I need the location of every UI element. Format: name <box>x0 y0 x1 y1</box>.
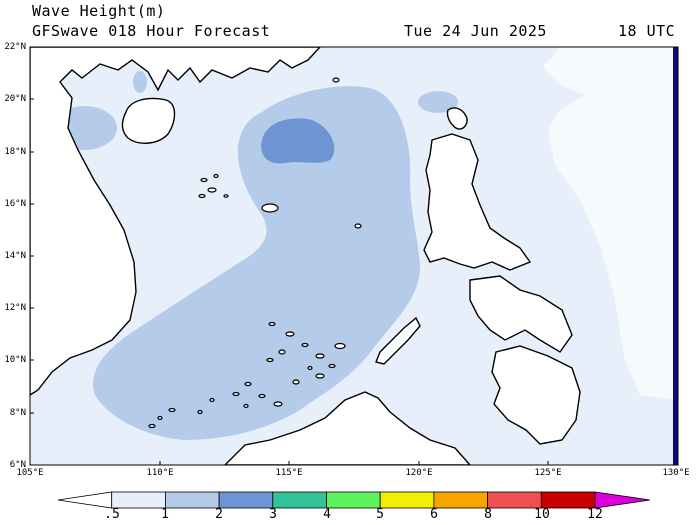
lon-label-120: 120°E <box>405 468 433 478</box>
lon-label-105: 105°E <box>16 468 44 478</box>
axis-ticks <box>29 46 679 466</box>
map-plot-area <box>30 47 678 465</box>
colorbar-swatch <box>379 491 435 509</box>
pacific-low-wave-zone <box>540 47 678 400</box>
lat-label-14: 14°N <box>4 251 26 261</box>
land-luzon <box>423 133 532 271</box>
pacific-high-wave-band <box>500 47 560 72</box>
colorbar-label-5: 5 <box>376 507 384 522</box>
lat-label-22: 22°N <box>4 42 26 52</box>
colorbar-swatch <box>164 491 220 509</box>
colorbar-min-arrow <box>57 491 113 509</box>
lat-label-10: 10°N <box>4 355 26 365</box>
colorbar-swatch <box>326 491 381 509</box>
colorbar-label-1: 1 <box>161 507 169 522</box>
colorbar-label-3: 3 <box>269 507 277 522</box>
spratly-reefs <box>148 321 346 429</box>
colorbar-label-8: 8 <box>484 507 492 522</box>
land-borneo <box>224 391 471 465</box>
land-hainan <box>121 97 176 144</box>
subtitle-line: GFSwave 018 Hour Forecast <box>32 22 271 40</box>
colorbar-label-6: 6 <box>430 507 438 522</box>
land-taiwan <box>446 107 468 130</box>
lat-label-16: 16°N <box>4 199 26 209</box>
land-mainland-asia <box>30 47 321 396</box>
wave-1-2m-region <box>93 86 420 441</box>
lat-label-6: 6°N <box>9 460 26 470</box>
wave-patch-luzon-strait <box>418 91 458 113</box>
lon-label-130: 130°E <box>662 468 690 478</box>
title-line: Wave Height(m) <box>32 2 166 20</box>
colorbar-swatch <box>272 491 327 509</box>
colorbar-swatch <box>487 491 542 509</box>
colorbar-label-0.5: .5 <box>104 507 120 522</box>
lon-label-115: 115°E <box>275 468 303 478</box>
lat-label-20: 20°N <box>4 94 26 104</box>
lon-label-110: 110°E <box>146 468 174 478</box>
colorbar-label-10: 10 <box>534 507 550 522</box>
date-label: Tue 24 Jun 2025 <box>404 22 547 40</box>
colorbar-swatch <box>433 491 488 509</box>
colorbar-swatch <box>540 491 596 509</box>
colorbar-max-arrow <box>594 491 651 509</box>
lon-label-125: 125°E <box>534 468 562 478</box>
land-visayas <box>469 275 573 353</box>
paracel-islands <box>198 77 362 229</box>
lat-label-12: 12°N <box>4 303 26 313</box>
wave-patch-gulf-hainan <box>133 71 147 93</box>
colorbar <box>57 491 651 509</box>
time-label: 18 UTC <box>618 22 676 40</box>
right-edge-strip <box>673 47 678 465</box>
lat-label-8: 8°N <box>9 408 26 418</box>
colorbar-swatch <box>111 491 166 509</box>
land-mindanao <box>491 345 581 445</box>
lat-label-18: 18°N <box>4 147 26 157</box>
colorbar-label-12: 12 <box>587 507 603 522</box>
colorbar-label-2: 2 <box>215 507 223 522</box>
colorbar-label-4: 4 <box>323 507 331 522</box>
wave-2-3m-core <box>261 118 335 164</box>
land-palawan <box>375 316 421 365</box>
colorbar-swatch <box>218 491 274 509</box>
